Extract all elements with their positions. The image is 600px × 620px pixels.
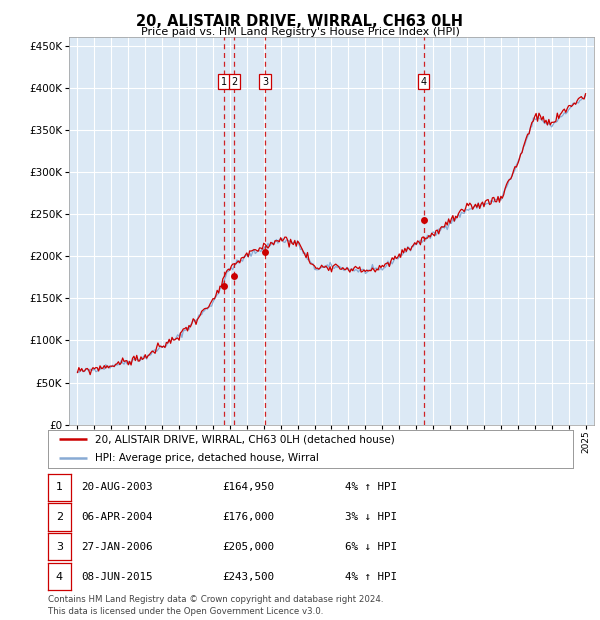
Text: This data is licensed under the Open Government Licence v3.0.: This data is licensed under the Open Gov… [48,607,323,616]
Text: 20-AUG-2003: 20-AUG-2003 [81,482,152,492]
Text: £243,500: £243,500 [222,572,274,582]
Text: HPI: Average price, detached house, Wirral: HPI: Average price, detached house, Wirr… [95,453,319,464]
Text: 1: 1 [221,77,227,87]
Text: 3% ↓ HPI: 3% ↓ HPI [345,512,397,522]
Text: 3: 3 [262,77,268,87]
Text: 2: 2 [56,512,63,522]
Text: Contains HM Land Registry data © Crown copyright and database right 2024.: Contains HM Land Registry data © Crown c… [48,595,383,604]
Text: 4: 4 [421,77,427,87]
Text: 1: 1 [56,482,63,492]
Text: £176,000: £176,000 [222,512,274,522]
Text: 4: 4 [56,572,63,582]
Text: 27-JAN-2006: 27-JAN-2006 [81,542,152,552]
Text: 6% ↓ HPI: 6% ↓ HPI [345,542,397,552]
Text: 3: 3 [56,542,63,552]
Text: £164,950: £164,950 [222,482,274,492]
Text: 2: 2 [232,77,238,87]
Text: £205,000: £205,000 [222,542,274,552]
Text: 06-APR-2004: 06-APR-2004 [81,512,152,522]
Text: 08-JUN-2015: 08-JUN-2015 [81,572,152,582]
Text: 20, ALISTAIR DRIVE, WIRRAL, CH63 0LH (detached house): 20, ALISTAIR DRIVE, WIRRAL, CH63 0LH (de… [95,434,395,445]
Text: 20, ALISTAIR DRIVE, WIRRAL, CH63 0LH: 20, ALISTAIR DRIVE, WIRRAL, CH63 0LH [137,14,464,29]
Text: 4% ↑ HPI: 4% ↑ HPI [345,572,397,582]
Text: 4% ↑ HPI: 4% ↑ HPI [345,482,397,492]
Text: Price paid vs. HM Land Registry's House Price Index (HPI): Price paid vs. HM Land Registry's House … [140,27,460,37]
